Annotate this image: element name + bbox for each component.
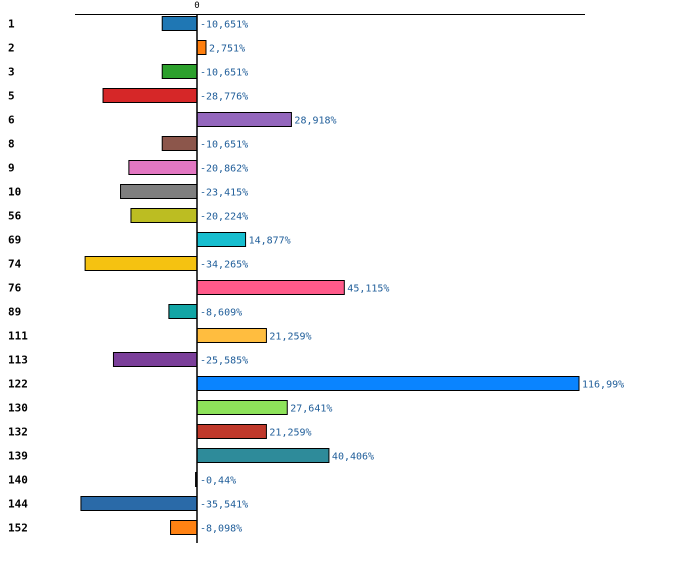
bar-89 bbox=[168, 304, 198, 319]
category-label-139: 139 bbox=[8, 450, 28, 463]
bar-122 bbox=[196, 376, 580, 391]
zero-tick-label: 0 bbox=[194, 1, 199, 11]
bar-56 bbox=[130, 208, 198, 223]
bar-3 bbox=[161, 64, 198, 79]
category-label-10: 10 bbox=[8, 186, 21, 199]
value-label-6: 28,918% bbox=[294, 116, 336, 127]
value-label-74: -34,265% bbox=[200, 260, 248, 271]
category-label-3: 3 bbox=[8, 66, 15, 79]
category-label-144: 144 bbox=[8, 498, 28, 511]
category-label-140: 140 bbox=[8, 474, 28, 487]
bar-5 bbox=[102, 88, 198, 103]
category-label-56: 56 bbox=[8, 210, 22, 223]
category-label-76: 76 bbox=[8, 282, 22, 295]
category-label-69: 69 bbox=[8, 234, 21, 247]
category-label-132: 132 bbox=[8, 426, 28, 439]
value-label-144: -35,541% bbox=[200, 500, 248, 511]
bar-76 bbox=[196, 280, 345, 295]
category-label-2: 2 bbox=[8, 42, 15, 55]
value-label-89: -8,609% bbox=[200, 308, 242, 319]
category-label-130: 130 bbox=[8, 402, 28, 415]
category-label-152: 152 bbox=[8, 522, 28, 535]
bar-111 bbox=[196, 328, 267, 343]
bar-139 bbox=[196, 448, 330, 463]
bar-10 bbox=[120, 184, 198, 199]
value-label-2: 2,751% bbox=[209, 44, 245, 55]
value-label-5: -28,776% bbox=[200, 92, 248, 103]
category-label-74: 74 bbox=[8, 258, 22, 271]
value-label-152: -8,098% bbox=[200, 524, 242, 535]
bar-152 bbox=[170, 520, 198, 535]
value-label-76: 45,115% bbox=[347, 284, 389, 295]
category-label-89: 89 bbox=[8, 306, 21, 319]
bar-9 bbox=[128, 160, 198, 175]
value-label-132: 21,259% bbox=[269, 428, 311, 439]
category-label-111: 111 bbox=[8, 330, 28, 343]
value-label-10: -23,415% bbox=[200, 188, 248, 199]
category-label-113: 113 bbox=[8, 354, 28, 367]
bars-layer: 1 -10,651% 2 2,751% 3 -10,651% 5 -28,776% 6 28,91… bbox=[8, 16, 624, 535]
category-label-5: 5 bbox=[8, 90, 15, 103]
value-label-130: 27,641% bbox=[290, 404, 332, 415]
bar-144 bbox=[80, 496, 198, 511]
value-label-1: -10,651% bbox=[200, 20, 248, 31]
bar-2 bbox=[196, 40, 207, 55]
value-label-122: 116,99% bbox=[582, 380, 624, 391]
value-label-9: -20,862% bbox=[200, 164, 248, 175]
bar-8 bbox=[161, 136, 198, 151]
category-label-6: 6 bbox=[8, 114, 15, 127]
value-label-111: 21,259% bbox=[269, 332, 311, 343]
bar-132 bbox=[196, 424, 267, 439]
value-label-113: -25,585% bbox=[200, 356, 248, 367]
value-label-140: -0,44% bbox=[200, 476, 236, 487]
value-label-56: -20,224% bbox=[200, 212, 248, 223]
value-label-3: -10,651% bbox=[200, 68, 248, 79]
value-label-139: 40,406% bbox=[332, 452, 374, 463]
bar-113 bbox=[112, 352, 198, 367]
bar-6 bbox=[196, 112, 292, 127]
bar-130 bbox=[196, 400, 288, 415]
category-label-8: 8 bbox=[8, 138, 15, 151]
bar-1 bbox=[161, 16, 198, 31]
category-label-1: 1 bbox=[8, 18, 15, 31]
category-label-9: 9 bbox=[8, 162, 15, 175]
bar-74 bbox=[84, 256, 198, 271]
value-label-8: -10,651% bbox=[200, 140, 248, 151]
value-label-69: 14,877% bbox=[249, 236, 291, 247]
bar-69 bbox=[196, 232, 247, 247]
category-label-122: 122 bbox=[8, 378, 28, 391]
